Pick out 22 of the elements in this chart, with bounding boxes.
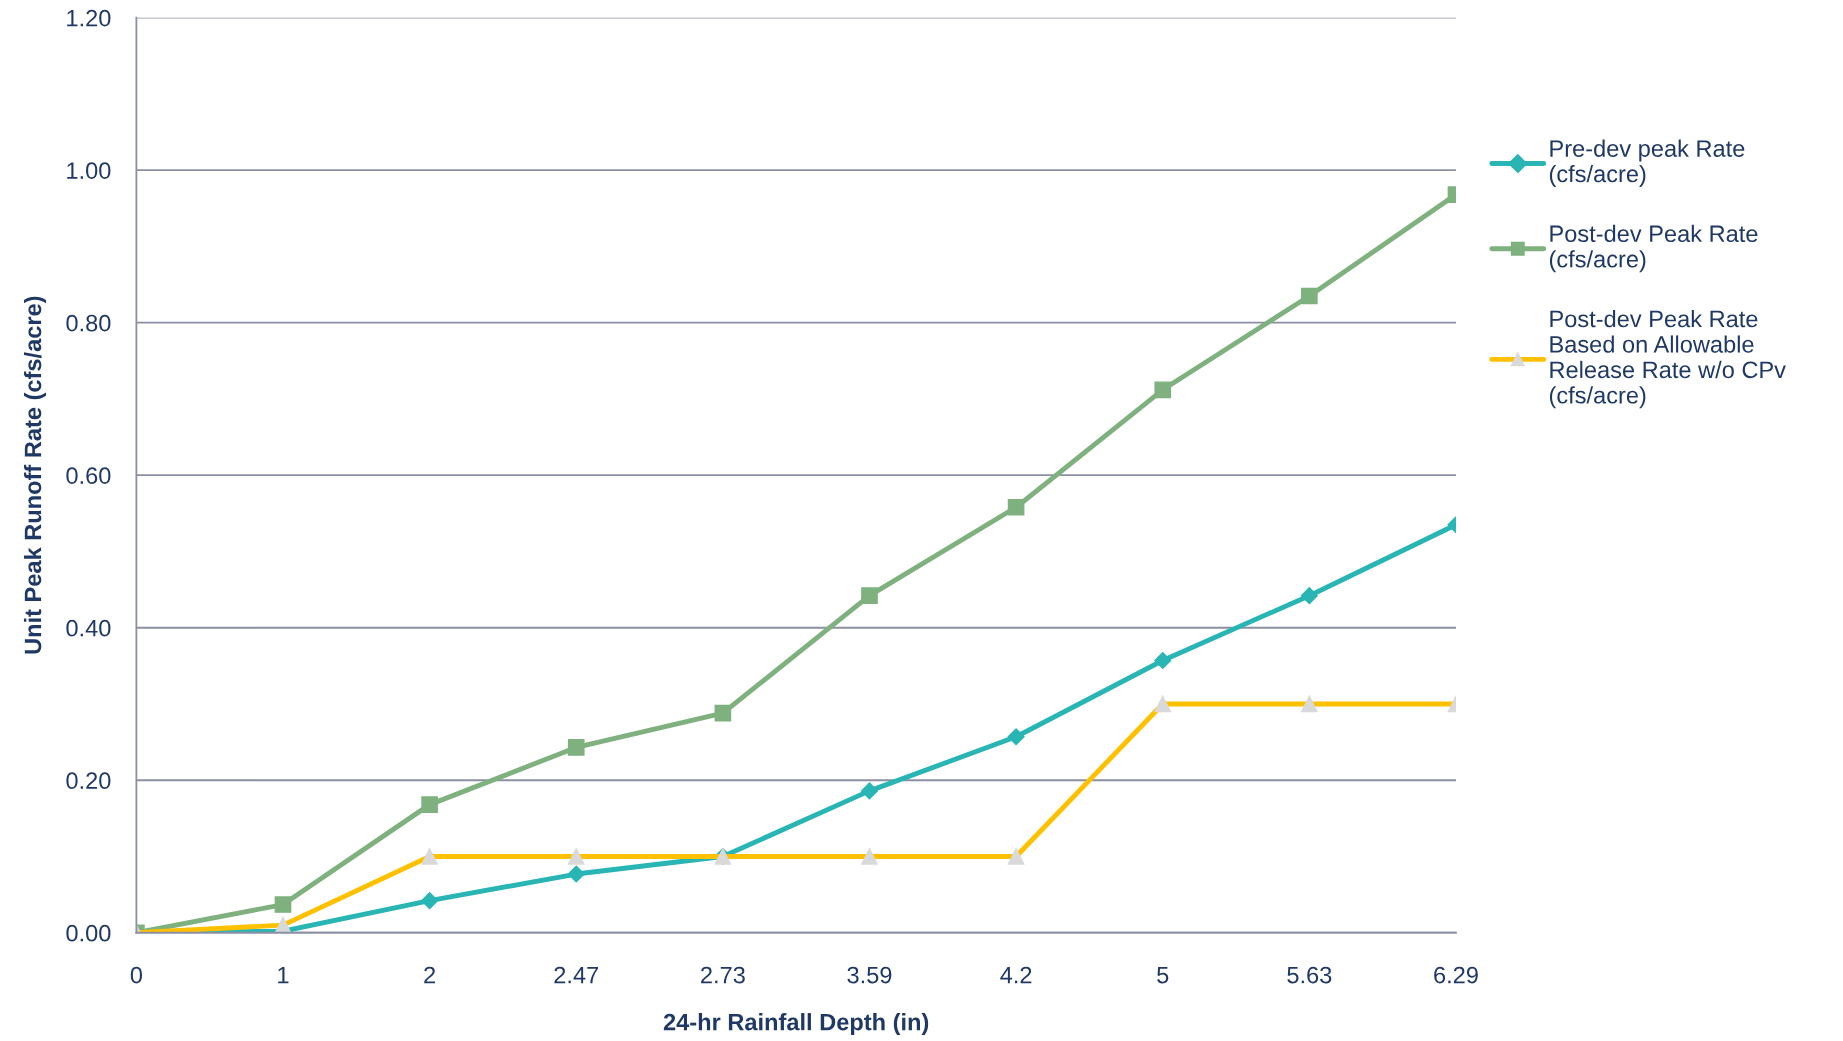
- x-axis-title: 24-hr Rainfall Depth (in): [663, 1013, 929, 1036]
- y-axis-title: Unit Peak Runoff Rate (cfs/acre): [23, 296, 46, 654]
- y-tick-label: 1.00: [67, 162, 111, 179]
- x-tick-label: 6.29: [1434, 966, 1478, 984]
- y-tick-label: 0.40: [66, 619, 111, 637]
- y-tick-label: 1.20: [67, 9, 111, 27]
- x-tick-label: 3.59: [847, 966, 892, 984]
- y-tick-label: 0.20: [66, 772, 111, 790]
- y-tick-label: 0.60: [66, 467, 111, 484]
- x-tick-label: 0: [130, 966, 143, 984]
- x-tick-label: 2.73: [701, 966, 745, 984]
- x-tick-label: 2: [424, 966, 435, 984]
- x-tick-label: 1: [278, 966, 289, 984]
- y-tick-label: 0.00: [66, 924, 111, 942]
- legend-label: Post-dev Peak Rate Based on Allowable Release Rate w/o CPv (cfs/acre): [1549, 309, 1786, 409]
- x-tick-label: 4.2: [1000, 966, 1032, 984]
- x-tick-label: 5.63: [1287, 966, 1332, 984]
- y-tick-label: 0.80: [66, 314, 111, 332]
- legend-label: Post-dev Peak Rate (cfs/acre): [1549, 224, 1758, 273]
- x-tick-label: 2.47: [554, 966, 599, 984]
- legend-label: Pre-dev peak Rate (cfs/acre): [1549, 139, 1745, 187]
- x-tick-label: 5: [1157, 966, 1169, 984]
